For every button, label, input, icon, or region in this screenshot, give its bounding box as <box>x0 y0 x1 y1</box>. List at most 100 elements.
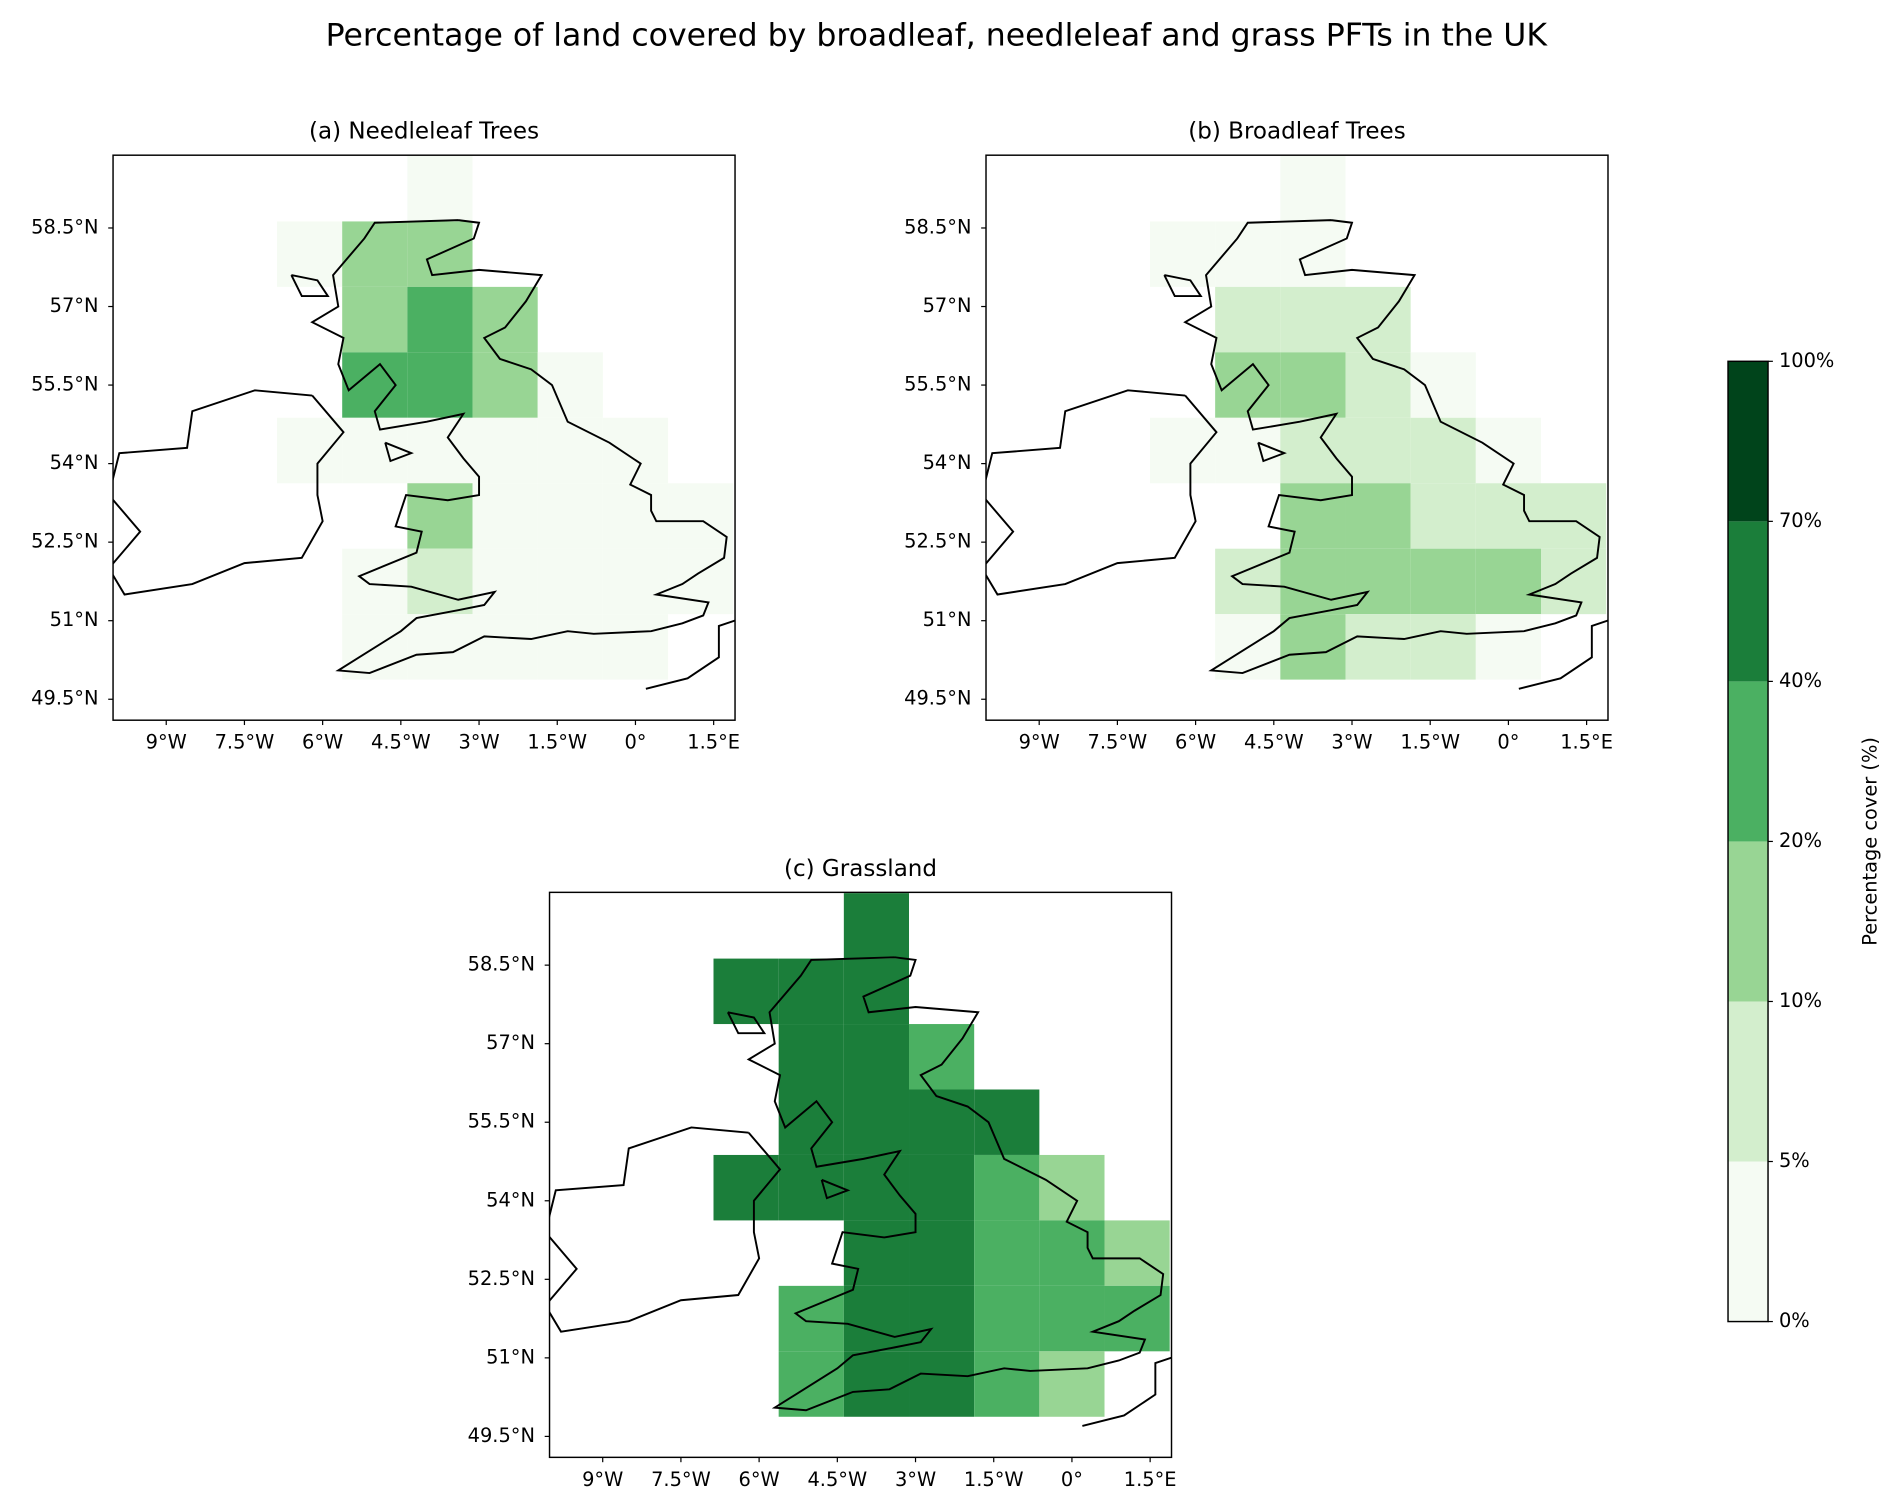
grid-cell <box>778 1089 844 1155</box>
grid-cell <box>1280 483 1346 549</box>
grid-cell <box>407 155 473 222</box>
coastline <box>1082 1356 1172 1427</box>
colorbar-tick-label: 5% <box>1779 1149 1810 1172</box>
grid-cell <box>277 221 343 287</box>
grid-cell <box>974 1285 1040 1352</box>
grid-cell <box>1410 614 1476 680</box>
colorbar-band <box>1728 361 1769 522</box>
grid-cell <box>472 286 538 353</box>
x-tick-label: 0° <box>624 731 646 754</box>
grid-cell <box>909 1351 975 1417</box>
y-tick-label: 49.5°N <box>468 1424 535 1447</box>
y-tick-label: 51°N <box>50 608 99 631</box>
grid-cell <box>843 893 910 959</box>
grid-cell <box>974 1351 1040 1417</box>
grid-cell <box>1410 417 1476 484</box>
grid-cell <box>1280 155 1346 222</box>
y-tick-label: 49.5°N <box>31 687 98 710</box>
y-tick-label: 55.5°N <box>468 1110 535 1133</box>
grid-cell <box>1039 1220 1105 1286</box>
grid-cell <box>1149 221 1216 287</box>
colorbar-band <box>1728 1161 1769 1322</box>
grid-cell <box>342 352 408 418</box>
colorbar-band <box>1728 681 1769 842</box>
grid-cell <box>537 483 603 549</box>
grid-cell <box>342 417 408 484</box>
coastline <box>726 1011 767 1035</box>
panel-title: (b) Broadleaf Trees <box>1188 119 1405 145</box>
grid-cell <box>778 1285 844 1352</box>
grid-cell <box>537 614 603 680</box>
y-tick-label: 54°N <box>50 451 99 474</box>
x-tick-label: 1.5°W <box>1400 731 1460 754</box>
grid-cell <box>1280 352 1346 418</box>
colorbar-tick-label: 20% <box>1779 829 1822 852</box>
x-tick-label: 6°W <box>1175 731 1216 754</box>
grid-cell <box>1345 286 1411 353</box>
x-tick-label: 3°W <box>458 731 499 754</box>
y-tick-label: 51°N <box>923 608 972 631</box>
grid-cell <box>602 483 669 549</box>
x-tick-label: 9°W <box>582 1468 623 1491</box>
grid-cell <box>407 286 473 353</box>
coastline <box>384 441 414 463</box>
grid-cell <box>1410 352 1476 418</box>
grid-cell <box>713 1154 779 1221</box>
coastline <box>290 274 330 298</box>
colorbar-tick-label: 10% <box>1779 989 1822 1012</box>
x-tick-label: 0° <box>1061 1468 1083 1491</box>
grid-cell <box>1215 286 1281 353</box>
map-panel <box>113 155 736 690</box>
grid-cell <box>472 352 538 418</box>
coastline <box>1163 274 1203 298</box>
grid-cell <box>1104 1220 1170 1286</box>
x-tick-label: 6°W <box>739 1468 780 1491</box>
y-tick-label: 55.5°N <box>904 373 971 396</box>
grid-cell <box>1039 1285 1105 1352</box>
grid-cell <box>1345 417 1411 484</box>
grid-cell <box>843 1220 910 1286</box>
colorbar-band <box>1728 521 1769 682</box>
grid-cell <box>843 1154 910 1221</box>
grid-cell <box>909 1089 975 1155</box>
grid-cell <box>974 1154 1040 1221</box>
x-tick-label: 7.5°W <box>651 1468 711 1491</box>
grid-cell <box>472 483 538 549</box>
grid-cell <box>537 417 603 484</box>
grid-cell <box>1345 548 1411 615</box>
map-panel <box>986 155 1608 690</box>
grid-cell <box>407 548 473 615</box>
grid-cell <box>778 1024 844 1090</box>
x-tick-label: 1.5°W <box>964 1468 1024 1491</box>
grid-cell <box>843 1089 910 1155</box>
y-tick-label: 52.5°N <box>468 1267 535 1290</box>
grid-cell <box>843 1024 910 1090</box>
coastline <box>820 1178 851 1200</box>
grid-cell <box>1475 483 1541 549</box>
y-tick-label: 52.5°N <box>904 530 971 553</box>
grid-cell <box>472 417 538 484</box>
y-tick-label: 49.5°N <box>904 687 971 710</box>
grid-cell <box>778 1154 844 1221</box>
x-tick-label: 4.5°W <box>371 731 431 754</box>
grid-cell <box>1410 483 1476 549</box>
grid-cell <box>909 1154 975 1221</box>
grid-cell <box>342 286 408 353</box>
x-tick-label: 9°W <box>1019 731 1060 754</box>
y-tick-label: 58.5°N <box>904 215 971 238</box>
grid-cell <box>1280 548 1346 615</box>
x-tick-label: 4.5°W <box>807 1468 867 1491</box>
panel-title: (c) Grassland <box>784 856 937 882</box>
y-tick-label: 54°N <box>923 451 972 474</box>
x-tick-label: 7.5°W <box>215 731 275 754</box>
grid-cell <box>342 548 408 615</box>
grid-cell <box>1280 417 1346 484</box>
grid-cell <box>1345 483 1411 549</box>
x-tick-label: 4.5°W <box>1244 731 1304 754</box>
x-tick-label: 1.5°W <box>527 731 587 754</box>
x-tick-label: 3°W <box>1331 731 1372 754</box>
y-tick-label: 57°N <box>486 1031 535 1054</box>
grid-cell <box>909 1220 975 1286</box>
grid-cell <box>407 417 473 484</box>
